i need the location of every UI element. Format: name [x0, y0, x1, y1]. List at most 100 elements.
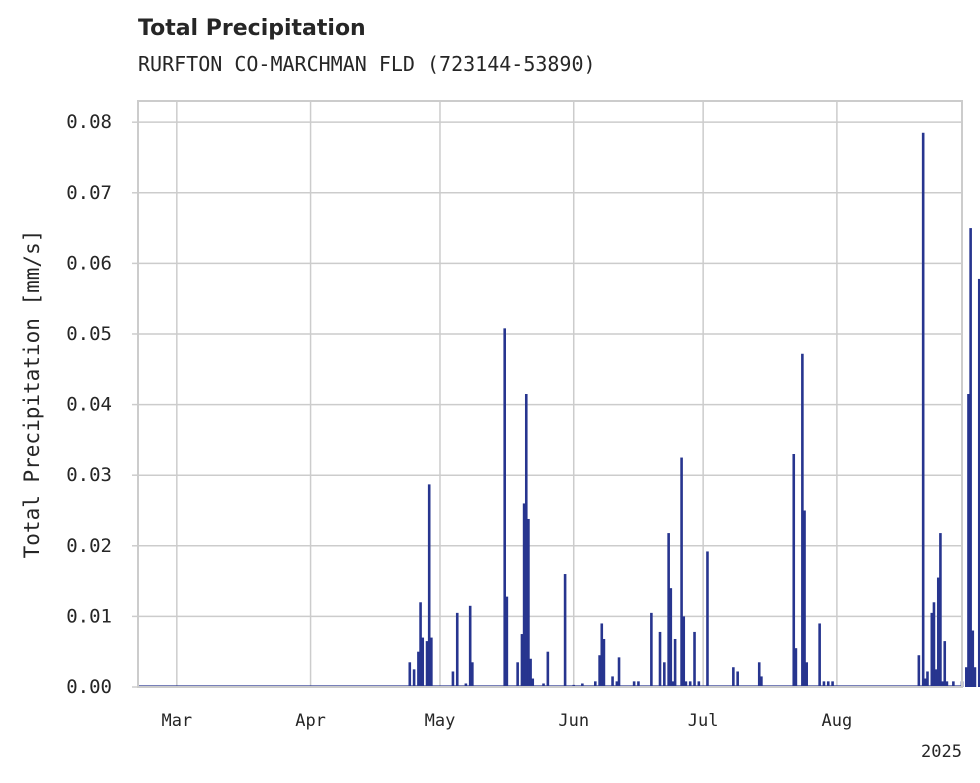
precipitation-bar: [425, 641, 429, 687]
precipitation-bar: [682, 616, 686, 687]
precipitation-bar: [803, 510, 806, 687]
precipitation-bar: [464, 683, 468, 687]
x-tick-label: Jul: [688, 711, 719, 731]
y-tick-label: 0.08: [66, 111, 112, 133]
x-tick-label: Apr: [295, 711, 326, 731]
precipitation-bar: [934, 669, 938, 687]
precipitation-bar: [417, 651, 420, 687]
precipitation-bar: [593, 681, 597, 687]
precipitation-bar: [932, 602, 936, 687]
precipitation-bar: [941, 681, 944, 687]
x-axis-year-label: 2025: [921, 742, 962, 762]
precipitation-bar: [542, 683, 545, 687]
precipitation-bar: [602, 638, 606, 687]
precipitation-bar: [527, 518, 530, 687]
precipitation-bar: [581, 683, 584, 687]
precipitation-bar: [667, 533, 670, 687]
precipitation-bar: [637, 681, 640, 687]
y-tick-labels: 0.00 0.01 0.02 0.03 0.04 0.05 0.06 0.07 0.08: [66, 111, 138, 698]
plot-frame: [137, 100, 963, 688]
y-tick-label: 0.07: [66, 182, 112, 204]
precipitation-bar: [826, 681, 830, 687]
precipitation-bar: [688, 681, 692, 687]
precipitation-bar: [658, 631, 662, 687]
precipitation-bar: [971, 630, 975, 687]
precipitation-bar: [943, 641, 947, 687]
precipitation-bar: [600, 623, 604, 687]
precipitation-bar: [673, 638, 677, 687]
precipitation-bar: [977, 278, 980, 687]
precipitation-bar: [805, 662, 808, 687]
precipitation-bar: [706, 551, 709, 687]
precipitation-bar: [451, 671, 455, 687]
y-tick-label: 0.01: [66, 605, 112, 627]
y-tick-label: 0.05: [66, 323, 112, 345]
precipitation-bar: [818, 623, 821, 687]
precipitation-bar: [926, 671, 929, 687]
precipitation-bar: [505, 596, 509, 687]
precipitation-bar: [531, 678, 535, 687]
y-tick-label: 0.02: [66, 535, 112, 557]
precipitation-bar: [522, 503, 526, 687]
precipitation-bar: [455, 612, 459, 687]
precipitation-bar: [831, 681, 834, 687]
precipitation-bar: [967, 394, 970, 687]
precipitation-bar: [822, 681, 826, 687]
precipitation-bar: [969, 228, 972, 687]
precipitation-bar: [936, 577, 940, 687]
precipitation-bar: [917, 655, 921, 687]
precipitation-bar: [598, 655, 601, 687]
precipitation-bar: [792, 454, 796, 687]
precipitation-bar: [732, 667, 735, 687]
grid-lines: [138, 101, 962, 688]
precipitation-bar: [421, 637, 425, 687]
precipitation-bar: [693, 631, 696, 687]
precipitation-bar: [471, 662, 474, 687]
precipitation-bar: [736, 671, 739, 687]
y-tick-label: 0.03: [66, 464, 112, 486]
precipitation-bar: [924, 678, 927, 687]
x-tick-label: Mar: [161, 711, 192, 731]
precipitation-bar: [516, 662, 519, 687]
x-tick-label: Aug: [822, 711, 853, 731]
precipitation-bar: [632, 681, 636, 687]
precipitation-bar: [546, 651, 550, 687]
precipitation-bars: [138, 132, 980, 687]
precipitation-bar: [408, 662, 412, 687]
precipitation-bar: [945, 681, 949, 687]
precipitation-bar: [611, 676, 614, 687]
chart-title: Total Precipitation: [138, 16, 366, 41]
precipitation-bar: [663, 662, 666, 687]
precipitation-bar: [430, 637, 433, 687]
precipitation-bar: [529, 658, 532, 687]
precipitation-bar: [503, 328, 507, 687]
precipitation-bar: [669, 588, 673, 687]
precipitation-bar: [760, 676, 763, 687]
precipitation-bar: [615, 681, 619, 687]
precipitation-bar: [412, 669, 416, 687]
precipitation-bar: [617, 657, 621, 687]
precipitation-bar: [801, 353, 804, 687]
chart-subtitle: RURFTON CO-MARCHMAN FLD (723144-53890): [138, 52, 596, 76]
precipitation-bar: [757, 662, 761, 687]
y-tick-label: 0.00: [66, 676, 112, 698]
precipitation-bar: [671, 681, 675, 687]
precipitation-bar: [965, 667, 968, 687]
y-tick-label: 0.06: [66, 252, 112, 274]
precipitation-bar: [524, 394, 528, 687]
precipitation-bar: [930, 612, 934, 687]
x-tick-labels: Mar Apr May Jun Jul Aug: [161, 711, 852, 731]
precipitation-bar: [921, 132, 925, 687]
x-tick-label: Jun: [558, 711, 589, 731]
y-tick-label: 0.04: [66, 394, 112, 416]
precipitation-bar: [697, 681, 701, 687]
precipitation-bar: [939, 533, 942, 687]
precipitation-bar: [468, 605, 472, 687]
precipitation-bar: [973, 667, 977, 687]
precipitation-bar: [952, 681, 955, 687]
precipitation-bar: [684, 681, 688, 687]
precipitation-bar: [520, 634, 524, 687]
precipitation-bar: [419, 602, 422, 687]
precipitation-bar: [794, 648, 798, 687]
y-axis-label: Total Precipitation [mm/s]: [20, 230, 44, 559]
